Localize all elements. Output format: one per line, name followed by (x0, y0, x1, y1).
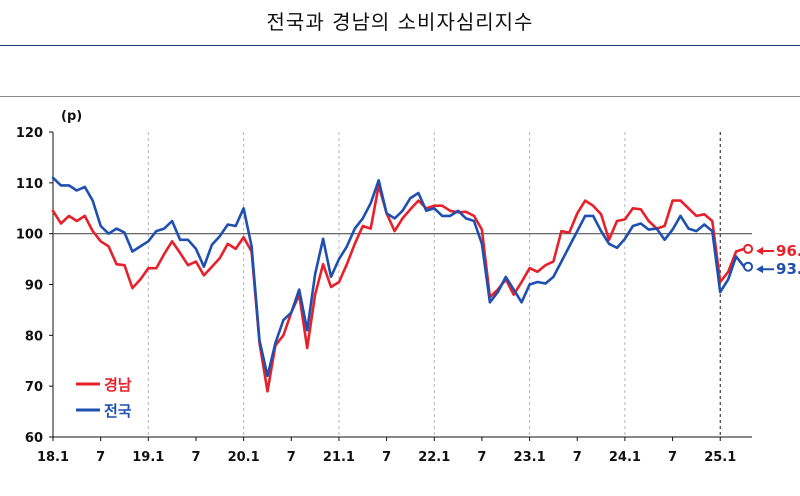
x-tick-label: 7 (573, 450, 582, 465)
series-end-marker (743, 261, 754, 272)
x-tick-label: 22.1 (418, 450, 450, 465)
x-tick-label: 24.1 (609, 450, 641, 465)
series-end-marker (743, 243, 754, 254)
x-tick-label: 7 (96, 450, 105, 465)
x-tick-label: 25.1 (704, 450, 736, 465)
callout-value-label: 96.4 (776, 242, 800, 260)
series-line-gyeongnam (51, 184, 746, 393)
series-line-national (51, 176, 746, 378)
y-tick-label: 70 (25, 380, 43, 395)
y-tick-label: 100 (16, 228, 43, 243)
x-tick-label: 7 (382, 450, 391, 465)
x-tick-label: 7 (191, 450, 200, 465)
callout-arrow-head (756, 265, 764, 274)
y-tick-label: 80 (25, 329, 43, 344)
title-bar: 전국과 경남의 소비자심리지수 (0, 0, 800, 46)
legend-label: 경남 (104, 376, 132, 394)
y-tick-label: 120 (16, 126, 43, 141)
chart-frame: 60 70 80 90 100 110 120 (p) 18.1 7 19.1 7 20.1 7 21.1 7… (0, 96, 800, 495)
line-chart: 60 70 80 90 100 110 120 (p) 18.1 7 19.1 7 20.1 7 21.1 7… (16, 109, 800, 465)
callout-arrow-head (756, 246, 764, 255)
x-tick-label: 18.1 (37, 450, 69, 465)
y-tick-label: 60 (25, 431, 43, 446)
x-tick-label: 21.1 (323, 450, 355, 465)
y-tick-label: 90 (25, 279, 43, 294)
chart-title: 전국과 경남의 소비자심리지수 (266, 10, 534, 34)
x-tick-label: 7 (668, 450, 677, 465)
legend-label: 전국 (104, 402, 132, 420)
x-tick-label: 20.1 (228, 450, 260, 465)
x-tick-label: 23.1 (514, 450, 546, 465)
y-tick-label: 110 (16, 177, 43, 192)
x-tick-label: 7 (477, 450, 486, 465)
x-tick-label: 7 (287, 450, 296, 465)
callout-value-label: 93.4 (776, 260, 800, 278)
y-unit-label: (p) (61, 109, 82, 124)
x-tick-label: 19.1 (132, 450, 164, 465)
